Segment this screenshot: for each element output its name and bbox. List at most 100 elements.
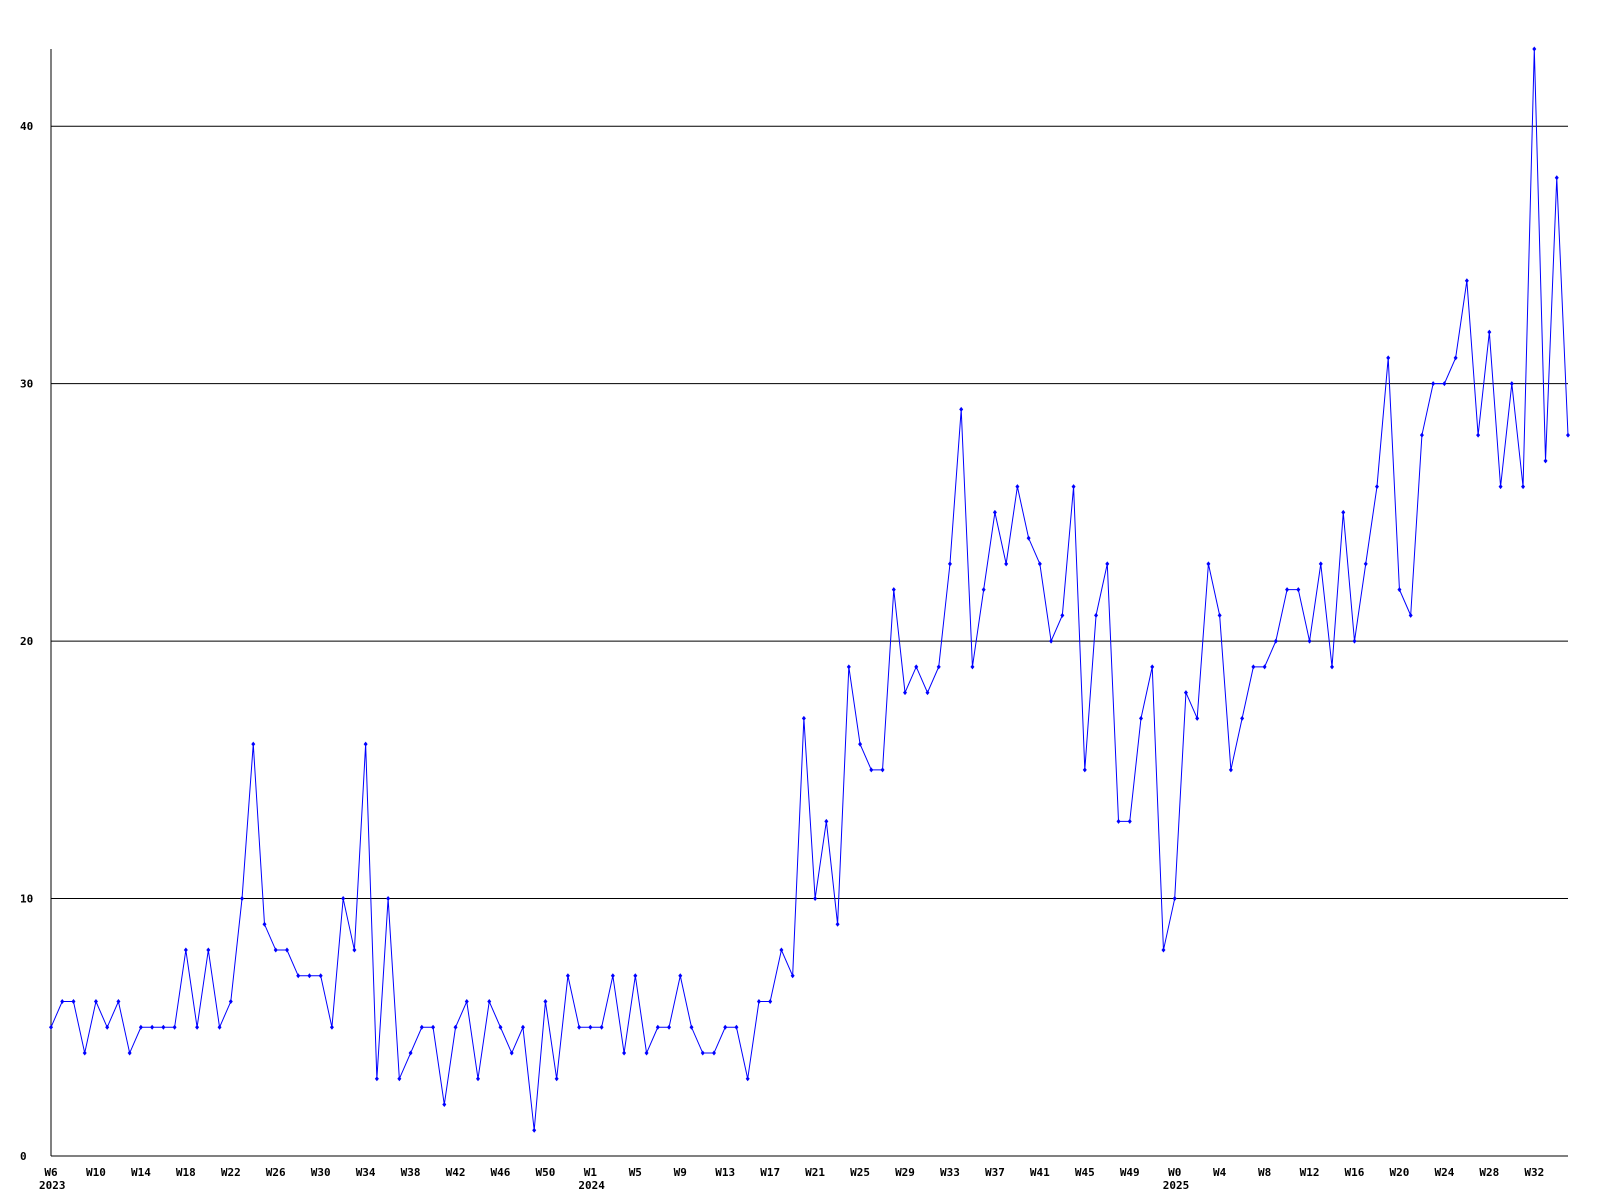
x-tick-label: W46 — [491, 1166, 511, 1179]
data-point — [161, 1024, 166, 1030]
y-tick-label: 40 — [20, 120, 33, 133]
data-point — [554, 1076, 559, 1082]
data-point — [610, 973, 615, 979]
data-point — [217, 1024, 222, 1030]
data-point — [1554, 175, 1559, 181]
y-tick-label: 30 — [20, 378, 33, 391]
data-point — [464, 999, 469, 1005]
data-point — [914, 664, 919, 670]
data-point — [296, 973, 301, 979]
x-tick-label: W14 — [131, 1166, 151, 1179]
x-tick-label: W8 — [1258, 1166, 1271, 1179]
year-label: 2025 — [1163, 1179, 1190, 1192]
x-tick-label: W10 — [86, 1166, 106, 1179]
data-point — [824, 818, 829, 824]
data-point — [1116, 818, 1121, 824]
data-point — [813, 896, 818, 902]
data-point — [858, 741, 863, 747]
data-point — [768, 999, 773, 1005]
data-point — [992, 509, 997, 515]
data-point — [105, 1024, 110, 1030]
data-point — [1318, 561, 1323, 567]
data-point — [1049, 638, 1054, 644]
data-point — [341, 896, 346, 902]
x-tick-label: W45 — [1075, 1166, 1095, 1179]
data-point — [262, 921, 267, 927]
data-point — [633, 973, 638, 979]
data-point — [487, 999, 492, 1005]
data-point — [1172, 896, 1177, 902]
x-tick-label: W9 — [674, 1166, 687, 1179]
data-point — [498, 1024, 503, 1030]
x-tick-label: W50 — [535, 1166, 555, 1179]
data-point — [1487, 329, 1492, 335]
data-point — [565, 973, 570, 979]
data-point — [1071, 484, 1076, 490]
x-tick-label: W13 — [715, 1166, 735, 1179]
data-point — [667, 1024, 672, 1030]
x-tick-label: W0 — [1168, 1166, 1181, 1179]
data-point — [846, 664, 851, 670]
data-point — [1183, 690, 1188, 696]
data-point — [1521, 484, 1526, 490]
data-point — [71, 999, 76, 1005]
data-point — [318, 973, 323, 979]
data-point — [1015, 484, 1020, 490]
data-point — [1105, 561, 1110, 567]
data-point — [195, 1024, 200, 1030]
data-point — [363, 741, 368, 747]
data-point — [723, 1024, 728, 1030]
x-tick-label: W49 — [1120, 1166, 1140, 1179]
data-point — [655, 1024, 660, 1030]
x-tick-label: W38 — [401, 1166, 421, 1179]
data-point — [678, 973, 683, 979]
data-point — [1532, 46, 1537, 52]
data-point — [1037, 561, 1042, 567]
data-point — [183, 947, 188, 953]
data-point — [959, 406, 964, 412]
data-point — [1543, 458, 1548, 464]
data-point — [644, 1050, 649, 1056]
data-point — [60, 999, 65, 1005]
data-point — [1240, 715, 1245, 721]
data-point — [284, 947, 289, 953]
x-tick-label: W29 — [895, 1166, 915, 1179]
x-tick-label: W26 — [266, 1166, 286, 1179]
data-point — [745, 1076, 750, 1082]
x-tick-label: W21 — [805, 1166, 825, 1179]
data-point — [1004, 561, 1009, 567]
data-point — [1150, 664, 1155, 670]
data-point — [1363, 561, 1368, 567]
data-point — [1386, 355, 1391, 361]
data-point — [329, 1024, 334, 1030]
data-point — [577, 1024, 582, 1030]
data-point — [273, 947, 278, 953]
data-point — [880, 767, 885, 773]
data-point — [1082, 767, 1087, 773]
x-tick-label: W17 — [760, 1166, 780, 1179]
data-point — [1206, 561, 1211, 567]
data-point — [981, 587, 986, 593]
year-label: 2024 — [578, 1179, 605, 1192]
data-point — [1273, 638, 1278, 644]
data-point — [1498, 484, 1503, 490]
data-point — [431, 1024, 436, 1030]
data-point — [734, 1024, 739, 1030]
x-tick-label: W32 — [1524, 1166, 1544, 1179]
data-point — [116, 999, 121, 1005]
data-point — [172, 1024, 177, 1030]
y-tick-label: 20 — [20, 635, 33, 648]
data-point — [307, 973, 312, 979]
data-point — [801, 715, 806, 721]
data-point — [1195, 715, 1200, 721]
data-point — [206, 947, 211, 953]
data-point — [228, 999, 233, 1005]
data-point — [1374, 484, 1379, 490]
x-tick-label: W4 — [1213, 1166, 1227, 1179]
data-point — [1285, 587, 1290, 593]
x-tick-label: W6 — [44, 1166, 58, 1179]
data-line — [50, 48, 1569, 1131]
data-point — [1419, 432, 1424, 438]
